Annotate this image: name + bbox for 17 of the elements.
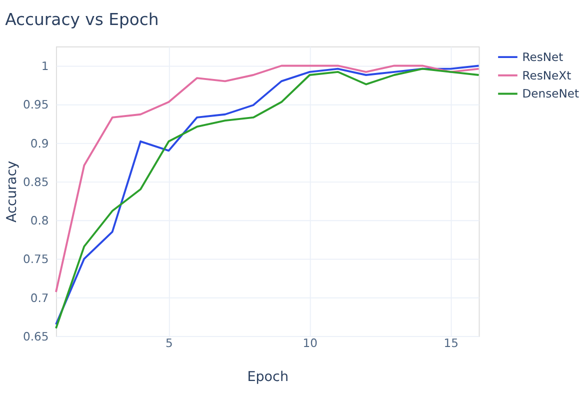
y-tick-label: 0.8 [30, 214, 49, 228]
y-tick-label: 0.75 [22, 252, 49, 266]
x-axis-title: Epoch [247, 368, 289, 385]
legend-label: ResNeXt [522, 68, 572, 82]
y-tick-label: 0.85 [22, 174, 49, 189]
y-tick-label: 0.7 [30, 290, 49, 305]
y-tick-label: 1 [41, 59, 49, 74]
y-tick-label: 0.9 [30, 136, 49, 150]
x-tick-label: 5 [166, 336, 173, 350]
legend-label: ResNet [522, 50, 564, 64]
x-tick-label: 10 [302, 336, 318, 350]
y-axis-title: Accuracy [4, 160, 20, 223]
x-tick-label: 15 [444, 336, 458, 350]
legend-label: DenseNet [522, 86, 580, 101]
chart-title: Accuracy vs Epoch [5, 10, 159, 30]
y-tick-label: 0.95 [22, 98, 49, 112]
y-tick-label: 0.65 [22, 329, 49, 344]
